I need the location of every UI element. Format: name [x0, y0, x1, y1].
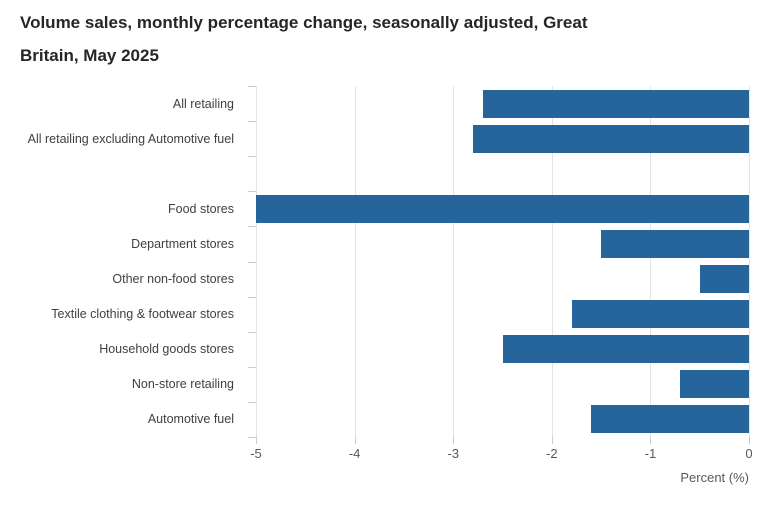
chart-title-line1: Volume sales, monthly percentage change,… [20, 13, 588, 32]
chart-title-line2: Britain, May 2025 [20, 46, 159, 65]
category-label: Other non-food stores [112, 272, 234, 287]
x-tick-mark [453, 437, 455, 444]
y-tick-mark [248, 226, 256, 228]
category-label: All retailing [172, 96, 234, 111]
plot-area: Percent (%) -5 -4 -3 -2 -1 0 [248, 86, 753, 485]
gridline [453, 86, 455, 437]
category-label-spacer [0, 156, 243, 191]
x-axis-title: Percent (%) [680, 470, 749, 485]
category-label: Food stores [167, 201, 234, 216]
gridline [256, 86, 257, 437]
gridline [354, 86, 356, 437]
x-tick-mark [650, 437, 652, 444]
bar [256, 194, 749, 223]
bar [502, 335, 749, 364]
bar [679, 370, 749, 399]
gridline [749, 86, 750, 437]
y-tick-mark [248, 366, 256, 368]
y-tick-mark [248, 121, 256, 123]
x-tick-mark [354, 437, 356, 444]
y-tick-mark [248, 156, 256, 158]
x-tick-mark [551, 437, 553, 444]
x-tick-mark [749, 437, 750, 444]
x-tick-label: -2 [546, 446, 558, 461]
y-tick-mark [248, 331, 256, 333]
y-tick-mark [248, 261, 256, 263]
x-tick-label: -5 [250, 446, 262, 461]
category-label: Department stores [131, 236, 234, 251]
y-tick-mark [248, 437, 256, 438]
x-tick-label: -1 [644, 446, 657, 461]
gridline [650, 86, 652, 437]
y-tick-mark [248, 296, 256, 298]
category-label: Textile clothing & footwear stores [51, 307, 234, 322]
bar [571, 300, 749, 329]
gridline [551, 86, 553, 437]
category-label: Automotive fuel [147, 412, 234, 427]
bar [699, 265, 749, 294]
bar [601, 229, 749, 258]
y-tick-mark [248, 191, 256, 193]
x-tick-label: -4 [348, 446, 361, 461]
category-label: Household goods stores [99, 342, 234, 357]
chart-title: Volume sales, monthly percentage change,… [20, 6, 720, 72]
bar [472, 124, 749, 153]
category-label: All retailing excluding Automotive fuel [27, 131, 234, 146]
bar [591, 405, 749, 434]
y-tick-mark [248, 401, 256, 403]
category-label: Non-store retailing [131, 377, 234, 392]
category-axis: All retailing All retailing excluding Aut… [0, 86, 243, 437]
x-tick-mark [256, 437, 257, 444]
y-tick-mark [248, 86, 256, 87]
bar [482, 89, 749, 118]
x-tick-label: -3 [447, 446, 459, 461]
x-tick-label: 0 [745, 446, 753, 461]
